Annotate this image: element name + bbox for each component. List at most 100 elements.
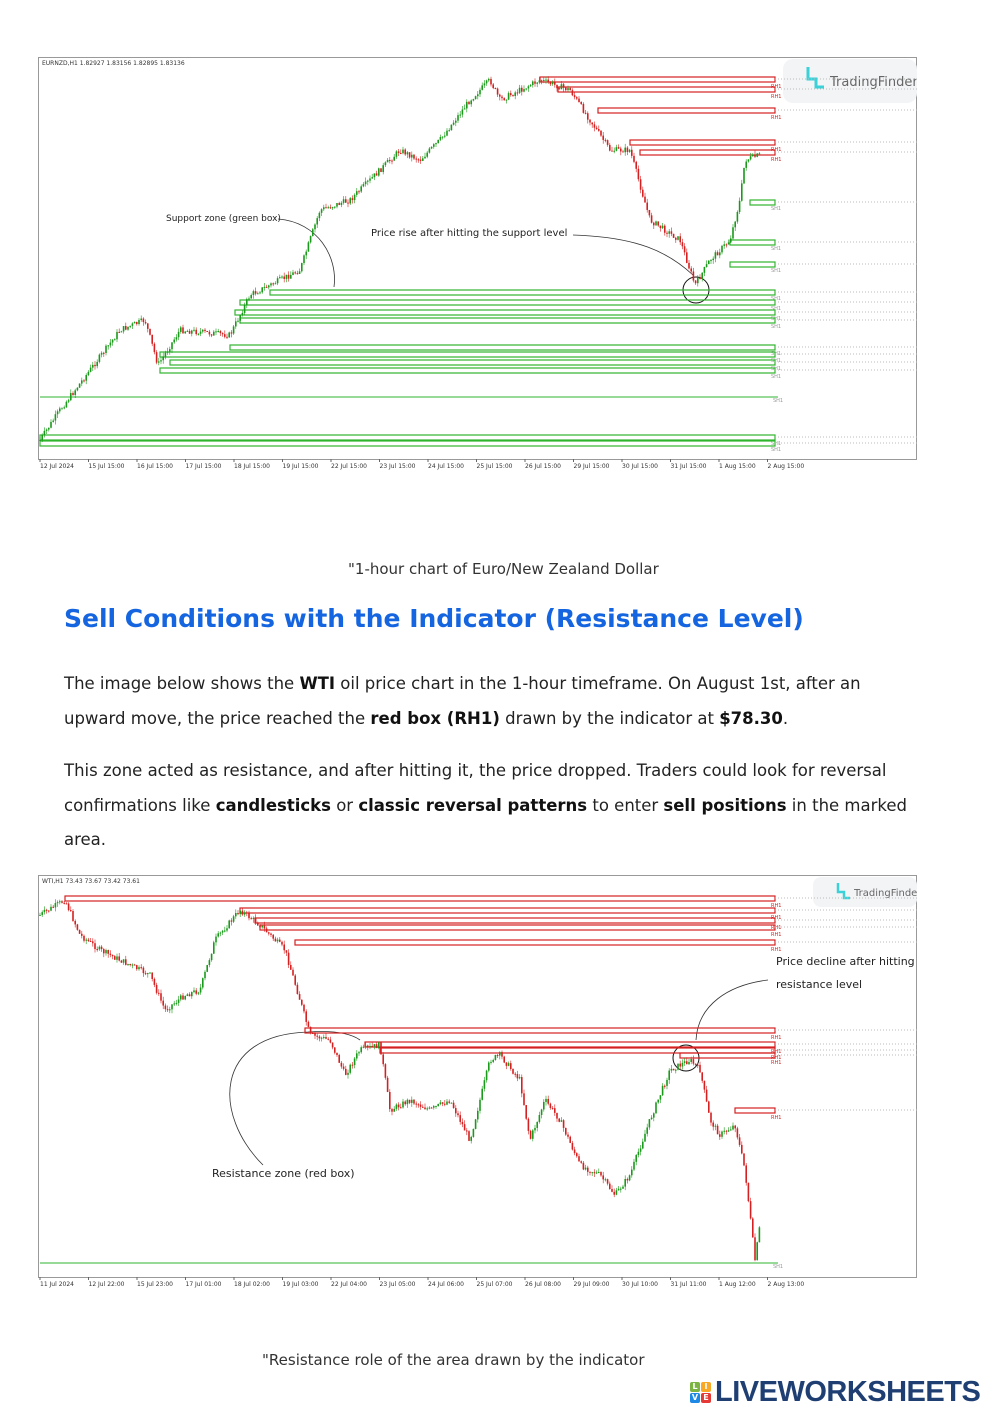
candle-body [78, 383, 81, 388]
candle-body [514, 92, 516, 97]
candle-body [628, 149, 631, 152]
candle-body [419, 1104, 422, 1107]
candle-body [631, 1169, 633, 1176]
candle-body [276, 278, 279, 284]
candle-body [351, 1064, 354, 1066]
candle-body [318, 1036, 321, 1039]
candle-body [503, 1056, 505, 1063]
candle-body [591, 1172, 593, 1174]
candle-body [653, 1113, 655, 1118]
candle-body [360, 1047, 362, 1053]
candle-body [144, 973, 147, 975]
wti-chart-image: WTI,H1 73.43 73.67 73.42 73.61 TradingFi… [38, 875, 917, 1291]
candle-body [224, 334, 226, 337]
candle-body [490, 1061, 492, 1063]
support-label: SH1 [771, 366, 781, 372]
candle-body [283, 276, 285, 279]
candle-body [296, 273, 299, 275]
candle-body [639, 179, 642, 190]
candle-body [127, 326, 129, 330]
candle-body [576, 97, 578, 99]
candle-body [83, 380, 85, 382]
candle-body [569, 88, 571, 91]
candle-body [578, 98, 580, 103]
candle-body [413, 1099, 415, 1104]
candle-body [617, 1188, 620, 1191]
candle-body [521, 1077, 523, 1094]
support-label: SH1 [773, 398, 783, 404]
candle-body [686, 252, 688, 263]
resistance-label: RH1 [771, 925, 781, 931]
candle-body [380, 168, 382, 172]
candle-body [441, 136, 444, 138]
candle-body [125, 326, 127, 330]
candle-body [83, 935, 85, 941]
candle-body [87, 939, 90, 942]
candle-body [712, 258, 714, 261]
candle-body [67, 903, 70, 911]
candle-body [734, 221, 736, 228]
x-axis-label: 2 Aug 15:00 [768, 463, 805, 470]
support-label: SH1 [771, 447, 781, 453]
candle-body [197, 992, 200, 994]
candle-body [543, 80, 545, 82]
candle-body [175, 337, 178, 340]
candle-body [237, 912, 239, 915]
candle-body [756, 1242, 758, 1261]
candle-body [666, 1079, 668, 1086]
candle-body [279, 277, 281, 279]
candle-body [754, 154, 756, 157]
tradingfinder-logo: TradingFinder [813, 877, 917, 907]
candle-body [261, 287, 263, 293]
candle-body [686, 1061, 688, 1065]
candle-body [481, 1088, 483, 1100]
candle-body [609, 1183, 611, 1190]
candle-body [389, 159, 391, 161]
candle-body [118, 331, 120, 333]
candle-body [235, 912, 237, 917]
candle-body [338, 1055, 340, 1063]
candle-body [349, 198, 351, 204]
candle-body [100, 946, 103, 950]
candle-body [147, 323, 149, 329]
candle-body [404, 149, 406, 155]
candle-body [408, 152, 411, 158]
candle-body [228, 332, 230, 338]
candle-body [100, 352, 103, 355]
candle-body [408, 1099, 411, 1103]
candle-body [272, 283, 274, 285]
candle-body [485, 1070, 488, 1081]
candle-body [668, 1070, 670, 1080]
candle-body [642, 189, 644, 197]
candle-body [697, 1064, 699, 1066]
candle-body [549, 82, 552, 85]
candle-body [635, 161, 637, 169]
candle-body [43, 909, 46, 913]
candle-body [323, 207, 325, 210]
candle-body [153, 343, 156, 353]
candle-body [78, 929, 81, 934]
candle-body [287, 274, 290, 279]
candle-body [488, 78, 490, 81]
candle-body [543, 1101, 545, 1110]
candle-body [250, 295, 252, 299]
candle-body [162, 356, 164, 361]
candle-body [609, 144, 611, 151]
candle-body [536, 82, 538, 84]
candle-body [140, 967, 142, 969]
candle-body [448, 1101, 450, 1103]
candle-body [314, 224, 316, 230]
candle-body [340, 202, 343, 205]
candle-body [48, 427, 50, 430]
candle-body [426, 152, 428, 157]
candle-body [714, 1125, 717, 1127]
candle-body [569, 1136, 571, 1143]
candle-body [672, 1068, 675, 1071]
candle-body [67, 400, 70, 402]
candle-body [215, 331, 217, 333]
candle-body [450, 1102, 453, 1104]
candle-body [507, 93, 510, 100]
candle-body [448, 130, 450, 132]
candle-body [598, 1172, 600, 1174]
candle-body [747, 1182, 750, 1202]
